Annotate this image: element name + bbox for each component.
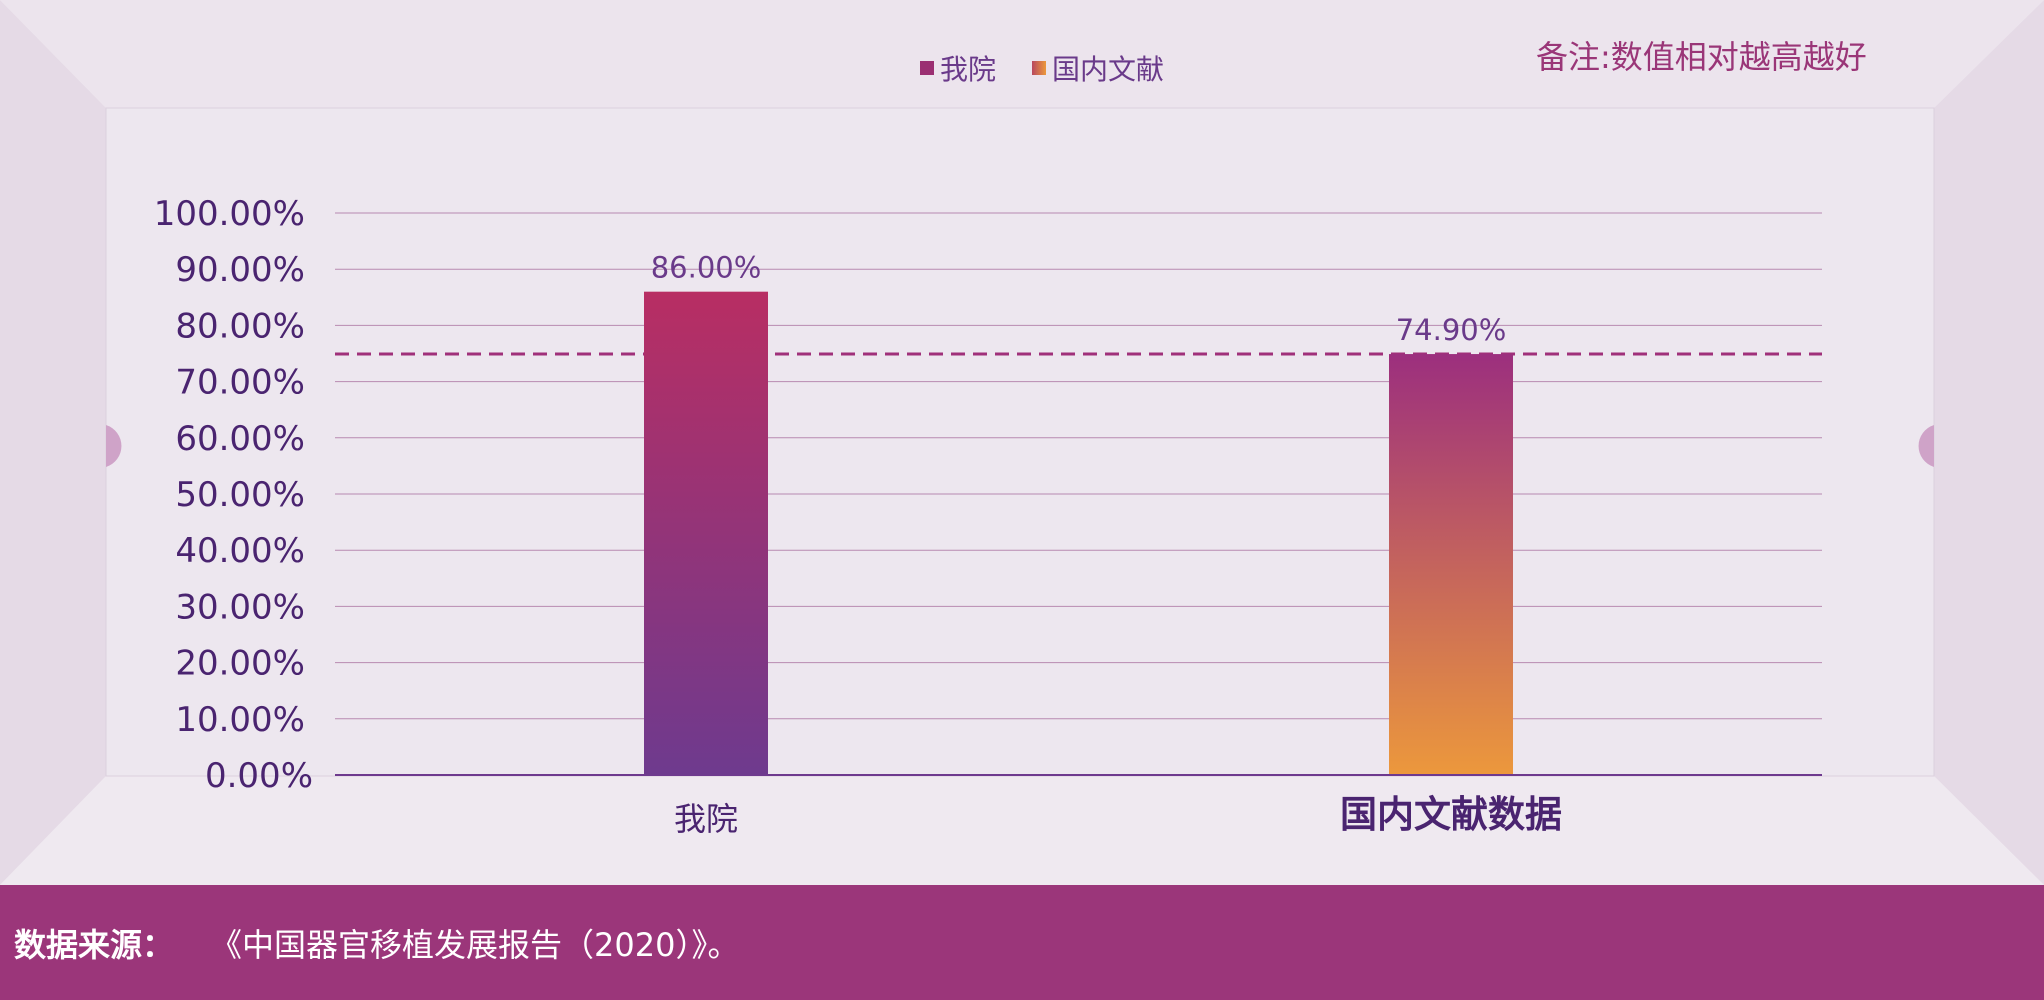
y-tick-label: 90.00% bbox=[175, 250, 305, 290]
y-tick-label: 70.00% bbox=[175, 363, 305, 403]
gridlines bbox=[335, 212, 1822, 720]
legend: 我院 国内文献 bbox=[920, 48, 1188, 88]
legend-label-2: 国内文献 bbox=[1052, 53, 1165, 86]
data-labels: 86.00% 74.90% bbox=[651, 251, 1507, 347]
legend-swatch-1 bbox=[920, 61, 934, 75]
chart-note: 备注:数值相对越高越好 bbox=[1536, 38, 1867, 76]
legend-swatch-2 bbox=[1032, 61, 1047, 75]
data-label-2: 74.90% bbox=[1396, 313, 1507, 347]
y-tick-label: 0.00% bbox=[205, 756, 313, 796]
frame-back-wall bbox=[105, 107, 1935, 777]
category-label-2: 国内文献数据 bbox=[1340, 793, 1562, 836]
bar-1 bbox=[644, 291, 768, 775]
y-tick-label: 50.00% bbox=[175, 475, 305, 515]
y-tick-label: 20.00% bbox=[175, 644, 305, 684]
y-tick-label: 30.00% bbox=[175, 587, 305, 627]
source-footer: 数据来源： 《中国器官移植发展报告（2020）》。 bbox=[0, 885, 2044, 1000]
bar-2 bbox=[1389, 354, 1513, 775]
frame-ceiling bbox=[0, 0, 2044, 108]
frame-left-tab bbox=[106, 425, 122, 467]
footer-label: 数据来源： bbox=[14, 925, 175, 964]
footer-source-text: 《中国器官移植发展报告（2020）》。 bbox=[210, 925, 740, 964]
category-labels: 我院 国内文献数据 bbox=[674, 793, 1562, 838]
bars bbox=[644, 291, 1513, 775]
data-label-1: 86.00% bbox=[651, 251, 762, 285]
frame-left-wall bbox=[0, 0, 106, 885]
y-tick-label: 40.00% bbox=[175, 531, 305, 571]
y-tick-label: 60.00% bbox=[175, 419, 305, 459]
frame-floor bbox=[0, 776, 2044, 885]
legend-item-2: 国内文献 bbox=[1032, 48, 1164, 88]
legend-label-1: 我院 bbox=[940, 53, 997, 86]
category-label-1: 我院 bbox=[674, 800, 738, 838]
y-tick-labels: 0.00% 10.00% 20.00% 30.00% 40.00% 50.00% 60.00… bbox=[154, 194, 313, 796]
y-tick-label: 100.00% bbox=[154, 194, 305, 234]
legend-item-1: 我院 bbox=[920, 48, 996, 88]
y-tick-label: 10.00% bbox=[175, 700, 305, 740]
y-tick-label: 80.00% bbox=[175, 306, 305, 346]
frame-right-tab bbox=[1918, 425, 1934, 467]
frame-right-wall bbox=[1934, 0, 2044, 885]
